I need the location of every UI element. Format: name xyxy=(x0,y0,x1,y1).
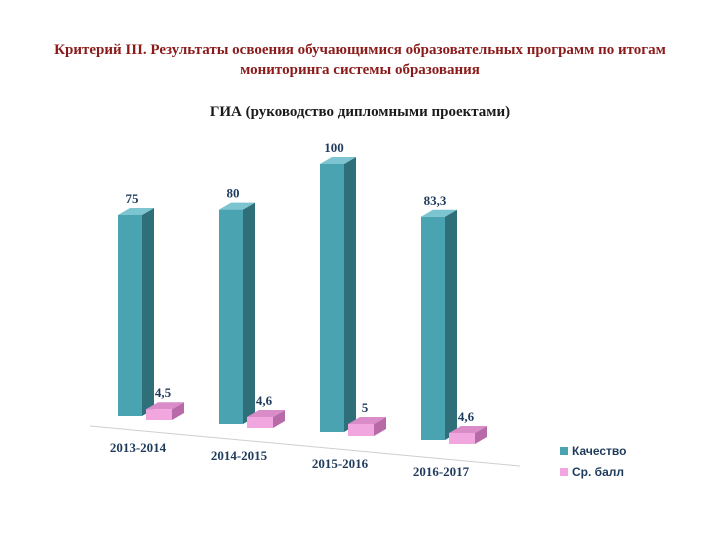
category-label-2013-2014: 2013-2014 xyxy=(110,440,167,455)
quality-bar-2013-2014-top xyxy=(118,208,154,215)
chart-title-line-2: мониторинга системы образования xyxy=(240,62,480,78)
chart-title: Критерий III. Результаты освоения обучаю… xyxy=(20,40,700,80)
legend-label-avg: Ср. балл xyxy=(572,465,624,479)
avg-label-2015-2016: 5 xyxy=(362,400,369,415)
legend-label-quality: Качество xyxy=(572,444,626,458)
legend-swatch-avg xyxy=(560,468,568,476)
avg-bar-2014-2015-top xyxy=(247,409,285,417)
quality-bar-2013-2014 xyxy=(118,215,142,416)
avg-bar-2015-2016-top xyxy=(348,417,386,424)
avg-bar-2015-2016-side xyxy=(374,417,386,436)
quality-label-2016-2017: 83,3 xyxy=(424,193,447,208)
avg-bar-2014-2015 xyxy=(247,416,273,428)
avg-bar-2015-2016 xyxy=(348,424,374,436)
category-label-2016-2017: 2016-2017 xyxy=(413,464,470,479)
avg-label-2016-2017: 4,6 xyxy=(458,409,475,424)
quality-label-2013-2014: 75 xyxy=(126,191,140,206)
quality-bar-2014-2015 xyxy=(219,209,243,424)
floor-line xyxy=(89,425,521,467)
quality-bar-2016-2017 xyxy=(421,216,445,440)
chart-subtitle: ГИА (руководство дипломными проектами) xyxy=(209,104,511,120)
quality-bar-2015-2016 xyxy=(320,164,344,432)
chart-title-line-1: Критерий III. Результаты освоения обучаю… xyxy=(54,42,666,58)
category-label-2015-2016: 2015-2016 xyxy=(312,456,369,471)
avg-bar-2016-2017-side xyxy=(475,425,487,444)
avg-bar-2014-2015-side xyxy=(273,409,285,428)
quality-label-2015-2016: 100 xyxy=(324,140,344,155)
quality-bar-2013-2014-side xyxy=(142,208,154,416)
quality-bar-2014-2015-side xyxy=(243,202,255,424)
legend-swatch-quality xyxy=(560,447,568,455)
quality-label-2014-2015: 80 xyxy=(227,186,240,201)
avg-label-2013-2014: 4,5 xyxy=(155,385,172,400)
avg-bar-2013-2014 xyxy=(146,409,172,420)
quality-bar-2015-2016-side xyxy=(344,157,356,432)
avg-bar-2016-2017-top xyxy=(449,425,487,433)
quality-bar-2016-2017-top xyxy=(421,209,457,217)
avg-bar-2016-2017 xyxy=(449,432,475,444)
quality-bar-2016-2017-side xyxy=(445,209,457,440)
quality-bar-2015-2016-top xyxy=(320,157,356,164)
quality-bar-2014-2015-top xyxy=(219,202,255,210)
avg-bar-2013-2014-side xyxy=(172,402,184,420)
category-label-2014-2015: 2014-2015 xyxy=(211,448,268,463)
avg-label-2014-2015: 4,6 xyxy=(256,393,273,408)
avg-bar-2013-2014-top xyxy=(146,402,184,410)
